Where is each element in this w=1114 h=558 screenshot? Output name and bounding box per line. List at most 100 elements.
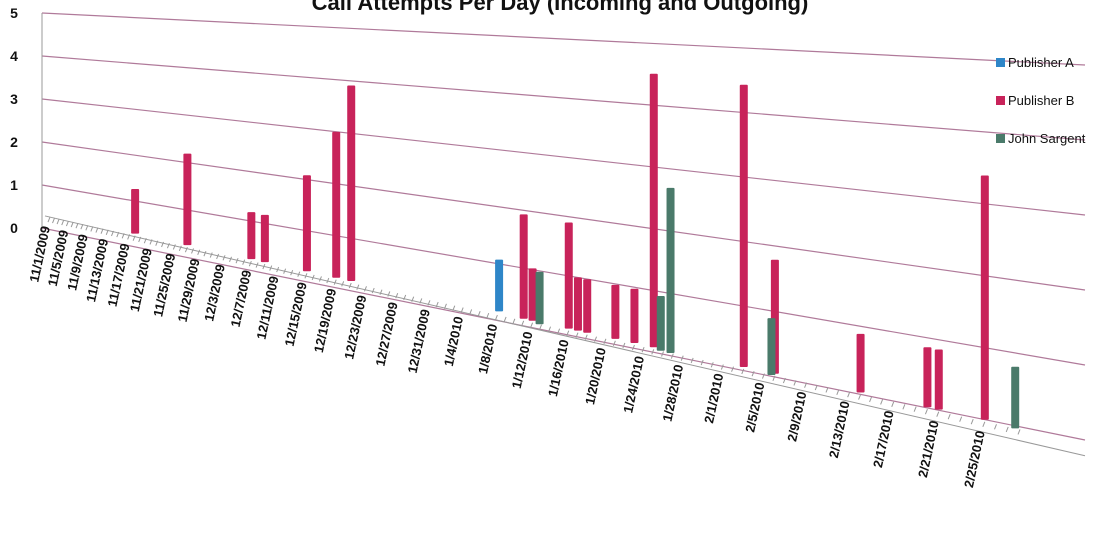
x-tick xyxy=(539,324,542,330)
legend-label: Publisher B xyxy=(1008,93,1074,108)
bar xyxy=(856,333,865,393)
x-tick xyxy=(651,349,655,355)
x-tick xyxy=(631,344,635,351)
x-tick xyxy=(782,377,786,384)
bar xyxy=(260,214,269,263)
grid-line xyxy=(41,12,1086,66)
bar xyxy=(1011,366,1020,429)
bar xyxy=(767,318,776,376)
x-tick xyxy=(970,419,974,425)
y-tick-label: 3 xyxy=(10,91,18,107)
x-tick xyxy=(80,224,84,230)
bar xyxy=(630,288,639,344)
x-tick xyxy=(947,413,951,420)
x-tick-label: 12/3/2009 xyxy=(201,263,228,323)
x-tick xyxy=(121,233,125,239)
x-tick xyxy=(304,273,308,279)
x-tick xyxy=(311,274,315,281)
x-tick xyxy=(584,334,588,340)
x-tick xyxy=(283,268,287,274)
x-tick xyxy=(161,241,165,248)
y-tick-label: 1 xyxy=(10,177,18,193)
x-tick xyxy=(690,357,694,364)
x-tick-label: 2/5/2010 xyxy=(742,381,767,434)
x-tick-label: 2/9/2010 xyxy=(784,390,809,443)
x-tick xyxy=(47,216,51,223)
y-tick-label: 0 xyxy=(10,220,18,236)
x-tick-label: 11/25/2009 xyxy=(150,252,178,318)
x-tick xyxy=(184,246,188,253)
x-tick xyxy=(229,256,232,262)
x-tick xyxy=(858,394,862,400)
x-tick xyxy=(869,396,873,403)
x-tick xyxy=(1017,429,1021,435)
x-tick-label: 2/25/2010 xyxy=(961,429,988,489)
x-tick xyxy=(503,316,507,323)
x-tick xyxy=(191,248,194,254)
x-tick xyxy=(132,235,136,241)
x-tick xyxy=(661,351,664,357)
x-tick xyxy=(411,296,415,302)
bar xyxy=(183,153,192,246)
x-tick xyxy=(557,328,561,334)
x-tick-label: 11/21/2009 xyxy=(127,247,155,313)
x-tick xyxy=(548,326,552,332)
grid-line xyxy=(41,184,1086,366)
x-tick xyxy=(575,332,579,338)
bar xyxy=(332,131,341,278)
x-tick xyxy=(105,229,109,235)
x-tick xyxy=(603,338,607,344)
x-tick-label: 2/13/2010 xyxy=(826,400,853,460)
x-tick xyxy=(209,252,213,258)
x-tick xyxy=(477,311,481,317)
x-tick xyxy=(290,270,294,276)
x-tick xyxy=(521,320,525,326)
x-tick xyxy=(222,255,226,261)
x-tick xyxy=(427,300,431,306)
x-tick xyxy=(982,421,986,427)
x-tick-label: 1/28/2010 xyxy=(659,363,686,423)
x-tick xyxy=(443,303,447,310)
x-tick xyxy=(242,259,246,265)
bar xyxy=(535,271,544,325)
x-tick xyxy=(460,307,464,313)
bar xyxy=(131,188,140,234)
x-tick-label: 1/20/2010 xyxy=(582,346,609,406)
x-tick-label: 12/19/2009 xyxy=(311,287,339,354)
bar xyxy=(934,349,943,410)
x-tick xyxy=(720,364,724,370)
x-tick-label: 12/11/2009 xyxy=(254,275,282,341)
x-tick-label: 2/1/2010 xyxy=(701,372,726,425)
x-tick xyxy=(814,384,818,391)
x-tick xyxy=(486,312,490,319)
x-tick xyxy=(235,258,239,264)
bar xyxy=(302,175,311,272)
x-tick-label: 1/16/2010 xyxy=(545,338,572,398)
x-tick xyxy=(95,227,99,233)
legend-label: Publisher A xyxy=(1008,55,1074,70)
x-tick xyxy=(913,406,917,412)
x-tick xyxy=(61,219,65,226)
x-tick xyxy=(387,291,391,297)
x-tick xyxy=(403,294,407,301)
x-tick-label: 1/12/2010 xyxy=(509,330,536,390)
x-tick xyxy=(494,314,498,321)
bar xyxy=(495,259,504,312)
grid-line xyxy=(41,55,1086,141)
legend-swatch xyxy=(996,134,1005,143)
x-tick-label: 12/27/2009 xyxy=(372,301,400,368)
x-tick-label: 11/29/2009 xyxy=(175,257,203,323)
x-tick xyxy=(880,399,884,405)
x-tick xyxy=(255,262,259,268)
bar xyxy=(656,295,665,351)
bar xyxy=(739,84,748,367)
x-tick xyxy=(761,373,765,379)
x-tick-label: 1/24/2010 xyxy=(620,355,647,415)
x-tick xyxy=(469,309,473,315)
x-tick-label: 12/31/2009 xyxy=(405,308,433,375)
x-tick xyxy=(127,234,131,240)
x-tick xyxy=(52,217,55,224)
x-tick xyxy=(216,253,220,260)
x-tick xyxy=(297,271,301,277)
